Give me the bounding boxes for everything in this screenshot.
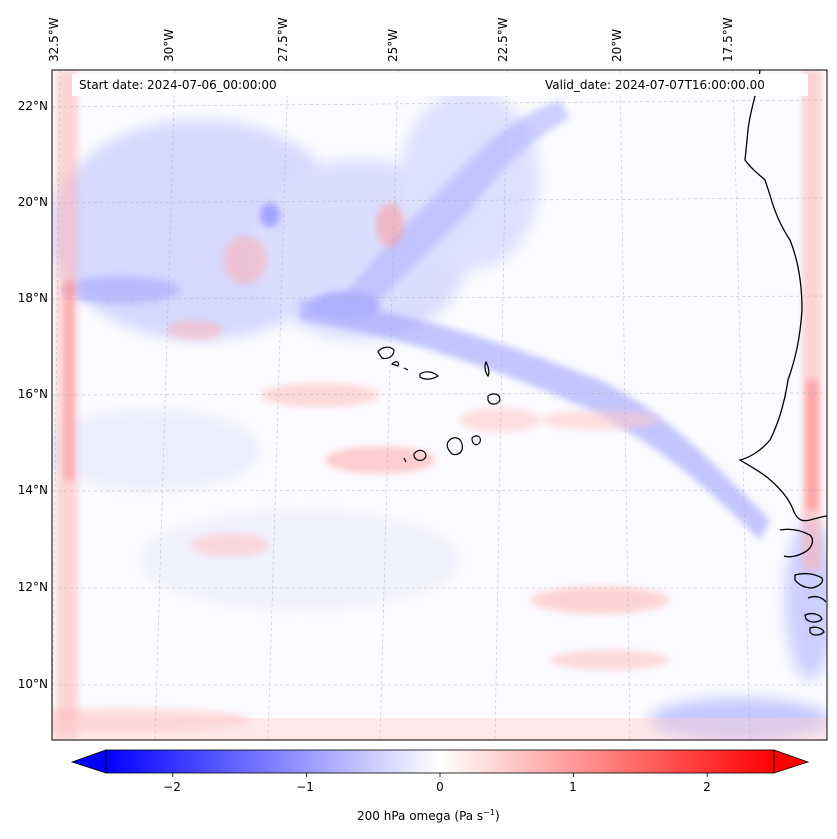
colorbar-extend-low (70, 749, 107, 774)
colorbar-tick-label: −2 (163, 780, 181, 794)
lat-label: 10°N (17, 677, 48, 691)
lon-label: 17.5°W (721, 17, 735, 62)
omega-field (52, 70, 827, 740)
cape-verde-islands (377, 346, 501, 463)
lat-label: 20°N (17, 195, 48, 209)
valid-date-label: Valid_date: 2024-07-07T16:00:00.00 (545, 78, 765, 92)
lon-label: 20°W (610, 28, 624, 62)
colorbar-label: 200 hPa omega (Pa s−1) (357, 808, 500, 823)
colorbar-label-close: ) (494, 809, 500, 823)
lon-label: 25°W (386, 28, 400, 62)
lon-label: 30°W (162, 28, 176, 62)
colorbar-tick-label: −1 (296, 780, 314, 794)
map-frame (51, 69, 828, 741)
lon-label: 22.5°W (496, 17, 510, 62)
lat-label: 16°N (17, 387, 48, 401)
colorbar (70, 749, 810, 777)
coastline (738, 70, 827, 636)
lat-label: 12°N (17, 580, 48, 594)
graticule (52, 70, 827, 740)
lat-label: 22°N (17, 99, 48, 113)
lat-label: 14°N (17, 483, 48, 497)
annotation-background (72, 74, 808, 96)
colorbar-label-main: 200 hPa omega (Pa s (357, 809, 484, 823)
colorbar-extend-high (773, 749, 810, 774)
colorbar-tick-label: 2 (703, 780, 711, 794)
lon-label: 27.5°W (276, 17, 290, 62)
lon-label: 32.5°W (47, 17, 61, 62)
lat-label: 18°N (17, 291, 48, 305)
colorbar-label-exponent: −1 (483, 808, 495, 817)
colorbar-tick-label: 0 (436, 780, 444, 794)
colorbar-gradient (105, 749, 775, 774)
colorbar-tick-label: 1 (569, 780, 577, 794)
start-date-label: Start date: 2024-07-06_00:00:00 (79, 78, 277, 92)
